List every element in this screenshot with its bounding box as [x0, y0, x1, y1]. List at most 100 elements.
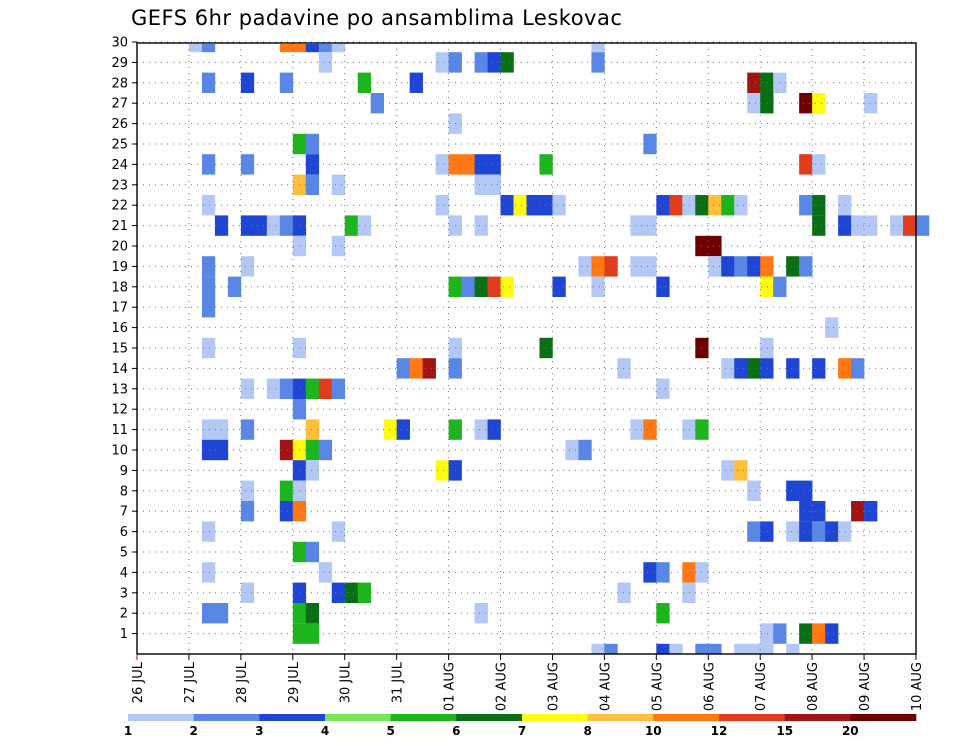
heatmap-cell — [721, 195, 735, 216]
heatmap-cell — [786, 521, 800, 542]
heatmap-cell — [539, 154, 553, 175]
x-tick-label: 27 JUL — [183, 661, 198, 703]
heatmap-cell — [552, 195, 566, 216]
y-tick-label: 20 — [111, 240, 128, 255]
x-tick-label: 02 AUG — [495, 662, 510, 711]
y-tick-label: 11 — [111, 423, 128, 438]
heatmap-cell — [513, 195, 527, 216]
heatmap-cell — [201, 256, 216, 277]
heatmap-cell — [799, 480, 813, 501]
heatmap-cell — [201, 297, 216, 318]
colorbar-label: 6 — [452, 724, 460, 738]
heatmap-cell — [799, 154, 813, 175]
x-tick-label: 04 AUG — [598, 662, 613, 711]
heatmap-cell — [461, 154, 475, 175]
x-tick-label: 26 JUL — [131, 661, 146, 703]
y-tick-label: 3 — [120, 586, 128, 601]
heatmap-cell — [760, 72, 774, 93]
heatmap-cell — [474, 276, 488, 297]
chart-title: GEFS 6hr padavine po ansamblima Leskovac — [131, 6, 623, 30]
heatmap-cell — [682, 419, 696, 440]
heatmap-cell — [864, 93, 878, 114]
x-tick-label: 07 AUG — [754, 662, 769, 711]
colorbar-label: 3 — [255, 724, 263, 738]
heatmap-cell — [279, 44, 294, 53]
heatmap-cell — [799, 521, 813, 542]
heatmap-cell — [305, 541, 320, 563]
heatmap-cell — [708, 195, 722, 216]
y-tick-label: 30 — [111, 36, 128, 51]
heatmap-cell — [890, 215, 904, 236]
heatmap-cell — [786, 358, 800, 379]
heatmap-cell — [474, 174, 488, 195]
heatmap-cell — [201, 154, 216, 175]
heatmap-cell — [643, 562, 657, 583]
heatmap-cell — [422, 358, 436, 379]
heatmap-cell — [591, 643, 605, 654]
heatmap-cell — [201, 562, 216, 583]
heatmap-cell — [812, 623, 826, 644]
heatmap-cell — [240, 154, 255, 175]
heatmap-cell — [734, 358, 748, 379]
heatmap-cell — [591, 256, 605, 277]
colorbar-label: 7 — [518, 724, 526, 738]
heatmap-cell — [669, 643, 683, 654]
heatmap-cell — [682, 195, 696, 216]
heatmap-cell — [396, 358, 410, 379]
y-tick-label: 21 — [111, 219, 128, 234]
colorbar-swatch — [325, 714, 391, 721]
heatmap-cell — [721, 256, 735, 277]
heatmap-cell — [786, 480, 800, 501]
heatmap-cell — [331, 44, 346, 53]
colorbar-swatch — [193, 714, 260, 721]
heatmap-cell — [305, 439, 320, 461]
heatmap-cell — [201, 276, 216, 297]
heatmap-cell — [734, 460, 748, 481]
heatmap-cell — [331, 235, 346, 257]
heatmap-cell — [760, 337, 774, 359]
heatmap-cell — [201, 603, 216, 624]
heatmap-cell — [656, 378, 670, 399]
heatmap-cell — [227, 276, 242, 297]
x-tick-label: 06 AUG — [702, 662, 717, 711]
y-tick-label: 26 — [111, 117, 128, 132]
heatmap-cell — [305, 378, 320, 399]
heatmap-cell — [786, 256, 800, 277]
heatmap-cell — [474, 603, 488, 624]
heatmap-cell — [279, 439, 294, 461]
heatmap-cell — [305, 419, 320, 440]
y-tick-label: 5 — [120, 546, 128, 561]
heatmap-cell — [305, 460, 320, 481]
y-tick-label: 25 — [111, 138, 128, 153]
heatmap-cell — [734, 256, 748, 277]
heatmap-cell — [838, 215, 852, 236]
heatmap-cell — [500, 52, 514, 73]
heatmap-cell — [591, 276, 605, 297]
y-tick-label: 15 — [111, 342, 128, 357]
y-tick-label: 7 — [120, 505, 128, 520]
heatmap-cell — [578, 439, 592, 461]
heatmap-cell — [656, 603, 670, 624]
heatmap-cell — [240, 215, 255, 236]
heatmap-cell — [240, 501, 255, 522]
heatmap-cell — [578, 256, 592, 277]
heatmap-cell — [357, 582, 371, 603]
heatmap-cell — [760, 521, 774, 542]
y-tick-label: 27 — [111, 97, 128, 112]
colorbar-label: 4 — [321, 724, 329, 738]
heatmap-cell — [487, 52, 501, 73]
heatmap-cell — [539, 337, 553, 359]
heatmap-cell — [357, 72, 371, 93]
y-tick-label: 8 — [120, 484, 128, 499]
plot-frame — [136, 42, 917, 655]
heatmap-cell — [474, 419, 488, 440]
heatmap-cell — [721, 460, 735, 481]
heatmap-cell — [318, 439, 333, 461]
heatmap-cell — [331, 521, 346, 542]
heatmap-cell — [305, 133, 320, 155]
heatmap-cell — [461, 276, 475, 297]
heatmap-cell — [318, 52, 333, 73]
colorbar-label: 1 — [124, 724, 132, 738]
y-tick-label: 23 — [111, 178, 128, 193]
heatmap-cell — [747, 643, 761, 654]
